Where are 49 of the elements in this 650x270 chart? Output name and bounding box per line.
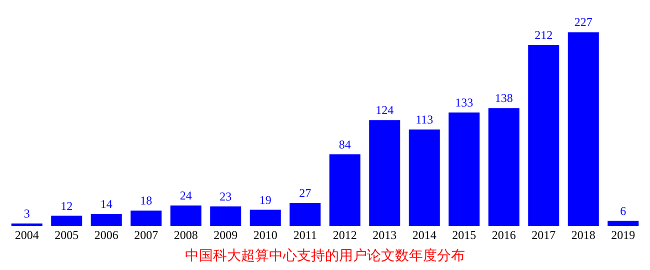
x-tick-label: 2018 — [571, 228, 596, 242]
x-tick-label: 2009 — [214, 228, 238, 242]
data-label: 12 — [60, 198, 73, 213]
x-tick-label: 2016 — [492, 228, 516, 242]
bar — [51, 216, 82, 226]
data-label: 138 — [494, 91, 513, 106]
x-tick-label: 2008 — [174, 228, 198, 242]
x-tick-label: 2011 — [293, 228, 317, 242]
bar — [488, 108, 520, 226]
x-tick-label: 2015 — [452, 228, 476, 242]
x-tick-label: 2006 — [94, 228, 118, 242]
x-tick-label: 2004 — [14, 228, 39, 242]
bar — [528, 45, 560, 226]
x-tick-label: 2014 — [412, 228, 436, 242]
bar — [250, 210, 281, 226]
data-label: 18 — [140, 194, 152, 208]
x-tick-label: 2019 — [611, 228, 636, 242]
data-label: 6 — [620, 204, 626, 218]
bar — [90, 214, 122, 226]
data-label: 3 — [24, 206, 30, 220]
data-label: 124 — [376, 103, 394, 118]
bar — [290, 202, 321, 226]
bar — [329, 154, 360, 226]
bar — [130, 210, 162, 226]
data-label: 24 — [180, 188, 192, 203]
data-label: 27 — [299, 186, 312, 200]
x-tick-label: 2013 — [372, 228, 397, 242]
bar — [608, 220, 639, 226]
x-tick-label: 2010 — [253, 228, 278, 242]
text: 中国科大超算中心支持的用户论文数年度分布 — [185, 248, 465, 264]
data-label: 19 — [259, 192, 272, 207]
x-tick-label: 2005 — [54, 228, 79, 242]
data-label: 23 — [220, 189, 232, 204]
bar — [369, 120, 400, 226]
data-label: 84 — [338, 137, 351, 152]
x-tick-label: 2017 — [532, 228, 556, 242]
bar — [568, 32, 599, 226]
data-label: 227 — [574, 15, 592, 30]
x-tick-label: 2012 — [332, 228, 357, 242]
data-label: 212 — [534, 28, 553, 42]
data-label: 133 — [455, 95, 474, 110]
bar — [448, 112, 480, 226]
bar — [11, 223, 42, 226]
x-tick-label: 2007 — [134, 228, 158, 242]
bar — [210, 206, 242, 226]
bar — [408, 130, 440, 226]
data-label: 14 — [100, 197, 112, 212]
bar — [170, 206, 202, 226]
data-label: 113 — [416, 112, 434, 127]
